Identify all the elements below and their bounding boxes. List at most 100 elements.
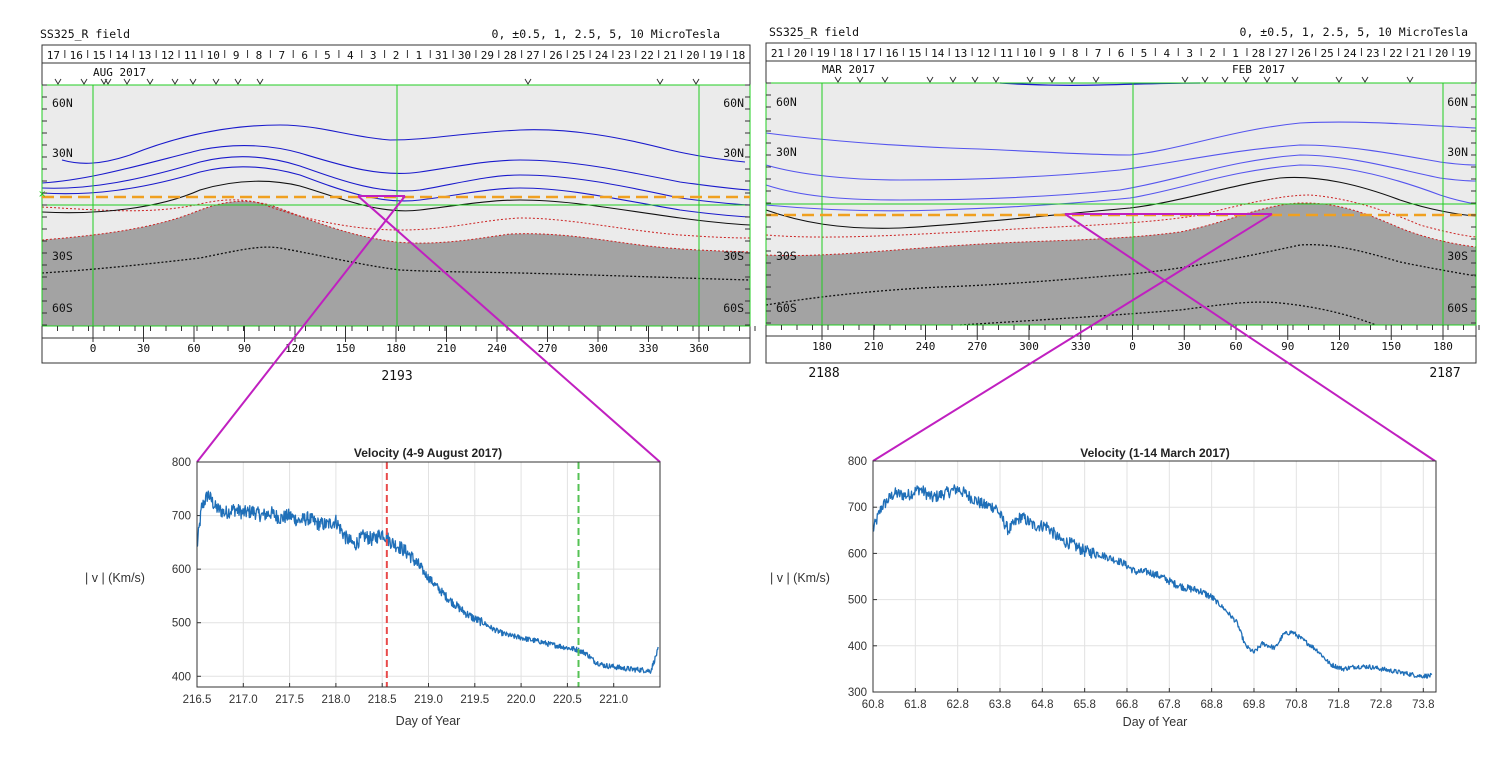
observation-marker: [1263, 76, 1271, 83]
lat-label-30s: 30S: [52, 249, 73, 263]
lon-tick-label: 0: [1129, 340, 1136, 353]
day-label: 6: [301, 49, 308, 62]
carrington-rotation-label: 2193: [381, 369, 412, 384]
lon-tick-label: 270: [538, 342, 558, 355]
contour-10: [61, 124, 746, 164]
y-tick-label: 400: [172, 671, 191, 683]
lat-label-60s: 60S: [776, 301, 797, 315]
x-tick-label: 218.0: [322, 694, 351, 706]
contour-5: [41, 145, 751, 191]
day-label: 18: [732, 49, 745, 62]
observation-marker: [1221, 76, 1229, 83]
x-tick-label: 219.0: [414, 694, 443, 706]
y-tick-label: 300: [848, 687, 867, 699]
day-label: 21: [771, 47, 784, 60]
day-label: 7: [1095, 47, 1102, 60]
plot-border: [196, 461, 661, 688]
lon-tick-label: 180: [812, 340, 832, 353]
chart-title: Velocity (4-9 August 2017): [354, 446, 502, 460]
lon-tick-label: 30: [137, 342, 150, 355]
observation-markers: [54, 78, 700, 85]
day-label: 19: [817, 47, 830, 60]
lon-tick-label: 60: [1229, 340, 1242, 353]
day-label: 25: [572, 49, 585, 62]
observation-marker: [881, 76, 889, 83]
observation-marker: [212, 78, 220, 85]
day-label: 7: [278, 49, 285, 62]
magnetic-field-map: [765, 82, 1477, 326]
observation-marker: [189, 78, 197, 85]
day-label: 8: [256, 49, 263, 62]
observation-marker: [992, 76, 1000, 83]
contour-neg-2.5: [959, 301, 1377, 326]
contour-2.5: [41, 156, 751, 206]
month-label-mar: MAR 2017: [822, 63, 875, 76]
x-tick-label: 73.8: [1412, 699, 1434, 711]
day-label: 19: [1458, 47, 1471, 60]
lon-tick-label: 330: [639, 342, 659, 355]
day-label: 15: [908, 47, 921, 60]
neutral-line: [41, 180, 751, 226]
x-tick-label: 61.8: [904, 699, 926, 711]
day-label: 11: [184, 49, 197, 62]
day-label: 3: [370, 49, 377, 62]
observation-marker: [1335, 76, 1343, 83]
svg-text:×: ×: [38, 189, 46, 200]
day-label: 17: [47, 49, 60, 62]
lat-label-30s-right: 30S: [1447, 249, 1468, 263]
lon-tick-label: 90: [1281, 340, 1294, 353]
observation-marker: [1242, 76, 1250, 83]
observation-marker: [692, 78, 700, 85]
x-tick-label: 216.5: [183, 694, 212, 706]
observation-marker: [1092, 76, 1100, 83]
lat-label-60n: 60N: [776, 95, 797, 109]
lon-tick-label: 150: [1381, 340, 1401, 353]
day-label: 16: [885, 47, 898, 60]
day-label: 20: [794, 47, 807, 60]
y-tick-label: 800: [172, 457, 191, 469]
lat-label-60s-right: 60S: [723, 301, 744, 315]
observation-marker: [1361, 76, 1369, 83]
day-label: 19: [709, 49, 722, 62]
synoptic-map-aug: SS325_R field 0, ±0.5, 1, 2.5, 5, 10 Mic…: [38, 27, 756, 384]
lon-tick-label: 90: [238, 342, 251, 355]
day-label: 24: [1343, 47, 1357, 60]
side-ticks: [766, 82, 1476, 324]
day-label: 18: [840, 47, 853, 60]
x-tick-label: 68.8: [1200, 699, 1222, 711]
y-tick-label: 600: [848, 548, 867, 560]
lat-label-60s: 60S: [52, 301, 73, 315]
velocity-chart-march: Velocity (1-14 March 2017) Day of Year |…: [770, 446, 1437, 729]
lat-label-30s-right: 30S: [723, 249, 744, 263]
x-tick-label: 69.8: [1243, 699, 1265, 711]
y-axis-label: | v | (Km/s): [85, 571, 145, 585]
day-label: 14: [931, 47, 945, 60]
day-label: 21: [663, 49, 676, 62]
observation-marker: [656, 78, 664, 85]
lat-label-60n-right: 60N: [723, 96, 744, 110]
zoom-callouts: [196, 195, 1436, 463]
day-label: 17: [862, 47, 875, 60]
contour-1: [765, 164, 1477, 212]
day-label: 13: [954, 47, 967, 60]
lon-tick-label: 360: [689, 342, 709, 355]
lon-tick-label: 180: [1433, 340, 1453, 353]
observation-marker: [1291, 76, 1299, 83]
day-label: 22: [1389, 47, 1402, 60]
lon-tick-label: 240: [487, 342, 507, 355]
x-tick-label: 67.8: [1158, 699, 1180, 711]
map-title: SS325_R field: [769, 25, 859, 39]
day-label: 24: [595, 49, 609, 62]
day-label: 10: [1023, 47, 1036, 60]
carrington-rotation-label-left: 2188: [808, 366, 839, 381]
day-label: 5: [324, 49, 331, 62]
day-label: 2: [393, 49, 400, 62]
day-label: 21: [1412, 47, 1425, 60]
observation-marker: [54, 78, 62, 85]
lon-tick-label: 120: [285, 342, 305, 355]
x-axis-label: Day of Year: [396, 714, 461, 728]
lon-tick-label: 330: [1071, 340, 1091, 353]
day-label: 16: [70, 49, 83, 62]
lon-tick-label: 300: [1019, 340, 1039, 353]
